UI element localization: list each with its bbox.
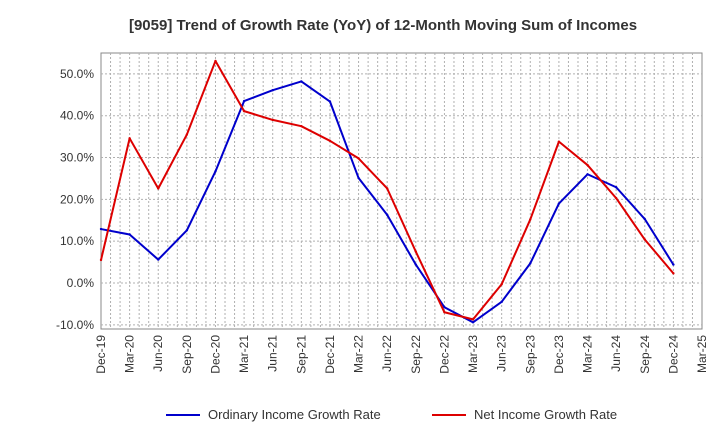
x-tick-label: Dec-24 <box>666 335 680 374</box>
legend-label: Net Income Growth Rate <box>474 407 617 422</box>
y-tick-label: 10.0% <box>60 234 94 248</box>
y-tick-label: 50.0% <box>60 67 94 81</box>
data-point <box>529 262 532 265</box>
data-point <box>328 139 332 143</box>
data-point <box>357 157 360 160</box>
data-point <box>672 272 675 275</box>
data-point <box>614 196 618 200</box>
x-tick-label: Jun-21 <box>266 335 280 372</box>
x-tick-label: Jun-22 <box>380 335 394 372</box>
y-tick-label: 40.0% <box>60 109 94 123</box>
data-point <box>214 59 217 63</box>
data-point <box>414 263 418 266</box>
data-point <box>128 233 131 236</box>
data-point <box>385 187 389 190</box>
data-point <box>471 321 475 324</box>
series-lines <box>99 59 675 324</box>
x-tick-label: Sep-20 <box>180 335 194 374</box>
data-point <box>185 133 189 136</box>
data-point <box>614 186 618 189</box>
x-tick-label: Sep-24 <box>638 335 652 374</box>
data-point <box>385 213 389 217</box>
x-tick-label: Dec-20 <box>208 335 222 374</box>
data-point <box>557 202 561 205</box>
data-point <box>529 218 532 221</box>
data-point <box>271 89 274 92</box>
y-tick-label: 0.0% <box>67 276 95 290</box>
data-point <box>471 318 475 321</box>
legend: Ordinary Income Growth Rate Net Income Gr… <box>166 407 617 422</box>
grid-lines <box>101 53 702 329</box>
data-point <box>242 109 246 113</box>
data-point <box>300 80 303 83</box>
data-point <box>99 227 103 231</box>
chart-title: [9059] Trend of Growth Rate (YoY) of 12-… <box>129 17 637 34</box>
x-tick-label: Sep-23 <box>523 335 537 374</box>
data-point <box>357 176 360 180</box>
data-point <box>157 187 160 190</box>
data-point <box>157 258 160 261</box>
x-tick-label: Dec-19 <box>94 335 108 374</box>
data-point <box>414 250 418 253</box>
x-tick-label: Mar-24 <box>581 335 595 373</box>
data-point <box>586 163 589 167</box>
x-tick-label: Dec-22 <box>437 335 451 374</box>
x-tick-label: Dec-21 <box>323 335 337 374</box>
data-point <box>500 300 503 304</box>
data-point <box>672 263 675 266</box>
x-tick-label: Mar-20 <box>123 335 137 373</box>
data-point <box>128 137 131 140</box>
x-tick-label: Mar-25 <box>695 335 709 373</box>
data-point <box>185 229 189 232</box>
data-point <box>643 217 646 221</box>
x-tick-label: Sep-21 <box>294 335 308 374</box>
x-tick-label: Mar-23 <box>466 335 480 373</box>
x-tick-label: Mar-21 <box>237 335 251 373</box>
x-tick-label: Mar-22 <box>352 335 366 373</box>
y-axis-ticks: 50.0% 40.0% 30.0% 20.0% 10.0% 0.0% -10.0% <box>56 67 94 332</box>
x-tick-label: Dec-23 <box>552 335 566 374</box>
x-tick-label: Jun-23 <box>495 335 509 372</box>
data-point <box>242 99 246 103</box>
plot-area <box>100 52 703 330</box>
legend-label: Ordinary Income Growth Rate <box>208 407 381 422</box>
data-point <box>271 118 274 122</box>
x-tick-label: Sep-22 <box>409 335 423 374</box>
data-point <box>328 100 332 103</box>
y-tick-label: -10.0% <box>56 318 94 332</box>
data-point <box>443 311 446 314</box>
data-point <box>643 238 646 241</box>
data-point <box>99 258 103 262</box>
data-point <box>557 140 561 143</box>
data-point <box>214 170 217 173</box>
data-point <box>500 283 503 286</box>
data-point <box>443 306 446 309</box>
data-point <box>586 173 589 176</box>
y-tick-label: 30.0% <box>60 151 94 165</box>
x-axis-ticks: Dec-19 Mar-20 Jun-20 Sep-20 Dec-20 Mar-21 Jun-… <box>94 335 709 374</box>
x-tick-label: Jun-20 <box>151 335 165 372</box>
data-point <box>300 124 303 128</box>
x-tick-label: Jun-24 <box>609 335 623 372</box>
y-tick-label: 20.0% <box>60 192 94 206</box>
